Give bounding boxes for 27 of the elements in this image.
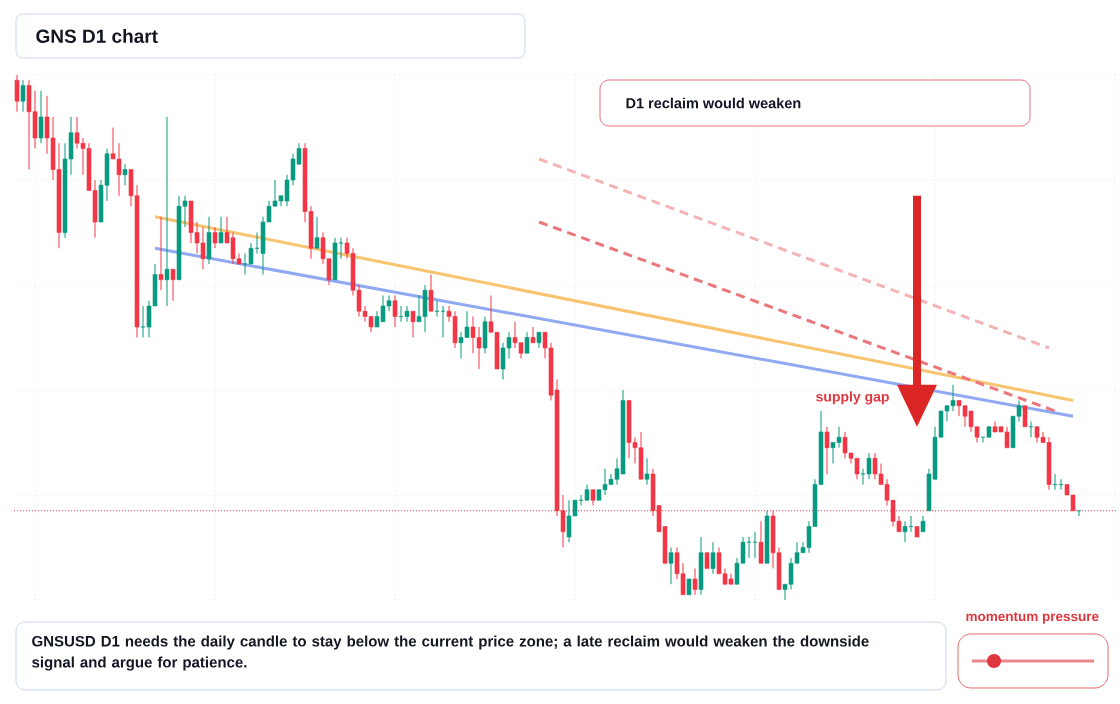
text: momentum pressure [966, 612, 1099, 624]
candlestick [644, 457, 650, 485]
annotation: supply gap [816, 391, 889, 405]
candlestick [668, 546, 674, 585]
candlestick [122, 163, 128, 186]
candlestick [710, 541, 716, 575]
text: GNSUSD D1 needs the daily candle to stay below the current price zone; a late reclaim would weaken the downside signal and argue for patience. [32, 635, 869, 671]
candlestick [170, 268, 176, 302]
candlestick [392, 294, 398, 328]
candlestick [164, 116, 170, 307]
candlestick [410, 310, 416, 338]
annotation: D1 reclaim would weaken [626, 97, 801, 109]
candlestick [1022, 405, 1028, 428]
candlestick [218, 216, 224, 244]
candlestick [20, 79, 26, 113]
candlestick [524, 331, 530, 354]
candlestick [212, 226, 218, 249]
candlestick [158, 216, 164, 291]
candlestick [530, 326, 536, 344]
candlestick [428, 273, 434, 312]
candlestick [758, 520, 764, 564]
candlestick [692, 567, 698, 596]
chart-title: GNS D1 chart [36, 29, 158, 43]
candlestick [14, 74, 20, 113]
candlestick [824, 426, 830, 475]
candlestick [314, 216, 320, 249]
candlestick [38, 90, 44, 144]
